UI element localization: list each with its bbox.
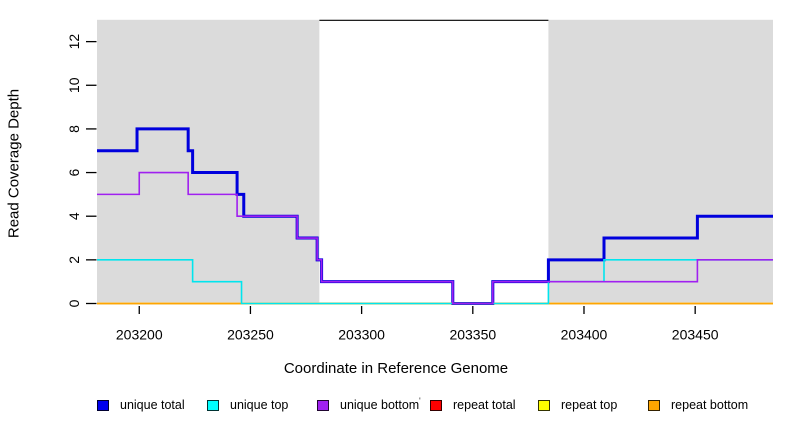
- legend-swatch-repeat-total: [430, 399, 442, 411]
- legend-item-unique-bottom: unique bottom: [317, 398, 419, 412]
- y-tick-label: 4: [66, 212, 82, 220]
- x-tick-label: 203200: [116, 327, 163, 343]
- x-tick-label: 203450: [672, 327, 719, 343]
- series-line-unique-top: [97, 259, 773, 305]
- series-line-unique-bottom: [97, 171, 773, 305]
- x-tick-label: 203300: [338, 327, 385, 343]
- x-axis-title: Coordinate in Reference Genome: [283, 360, 509, 377]
- legend-item-repeat-total: repeat total: [430, 398, 516, 412]
- legend-item-repeat-bottom: repeat bottom: [648, 398, 748, 412]
- legend-label: unique total: [120, 398, 185, 412]
- y-tick-label: 12: [66, 34, 82, 50]
- x-tick-label: 203400: [561, 327, 608, 343]
- legend-swatch-repeat-bottom: [648, 399, 660, 411]
- shaded-region: [97, 19, 320, 303]
- y-tick-label: 2: [66, 256, 82, 264]
- legend: unique total unique top unique bottom repea…: [0, 398, 792, 420]
- y-axis-title: Read Coverage Depth: [5, 88, 23, 239]
- legend-label: repeat total: [453, 398, 516, 412]
- y-tick-label: 8: [66, 125, 82, 133]
- legend-label: unique bottom: [340, 398, 420, 412]
- legend-item-repeat-top: repeat top: [538, 398, 617, 412]
- legend-item-unique-top: unique top: [207, 398, 288, 412]
- shaded-region: [548, 19, 773, 303]
- legend-label: unique top: [230, 398, 289, 412]
- legend-item-unique-total: unique total: [97, 398, 185, 412]
- y-tick-label: 0: [66, 299, 82, 307]
- legend-swatch-unique-total: [97, 399, 109, 411]
- plot-area: 203200 203250 203300 203350 203400 203450 0 2 4 6…: [66, 19, 773, 343]
- y-tick-label: 10: [66, 77, 82, 93]
- stray-mark: ': [419, 396, 421, 406]
- x-tick-label: 203250: [227, 327, 274, 343]
- legend-swatch-unique-bottom: [317, 399, 329, 411]
- legend-label: repeat bottom: [671, 398, 749, 412]
- legend-label: repeat top: [561, 398, 618, 412]
- y-tick-label: 6: [66, 168, 82, 176]
- legend-swatch-unique-top: [207, 399, 219, 411]
- x-tick-label: 203350: [449, 327, 496, 343]
- legend-swatch-repeat-top: [538, 399, 550, 411]
